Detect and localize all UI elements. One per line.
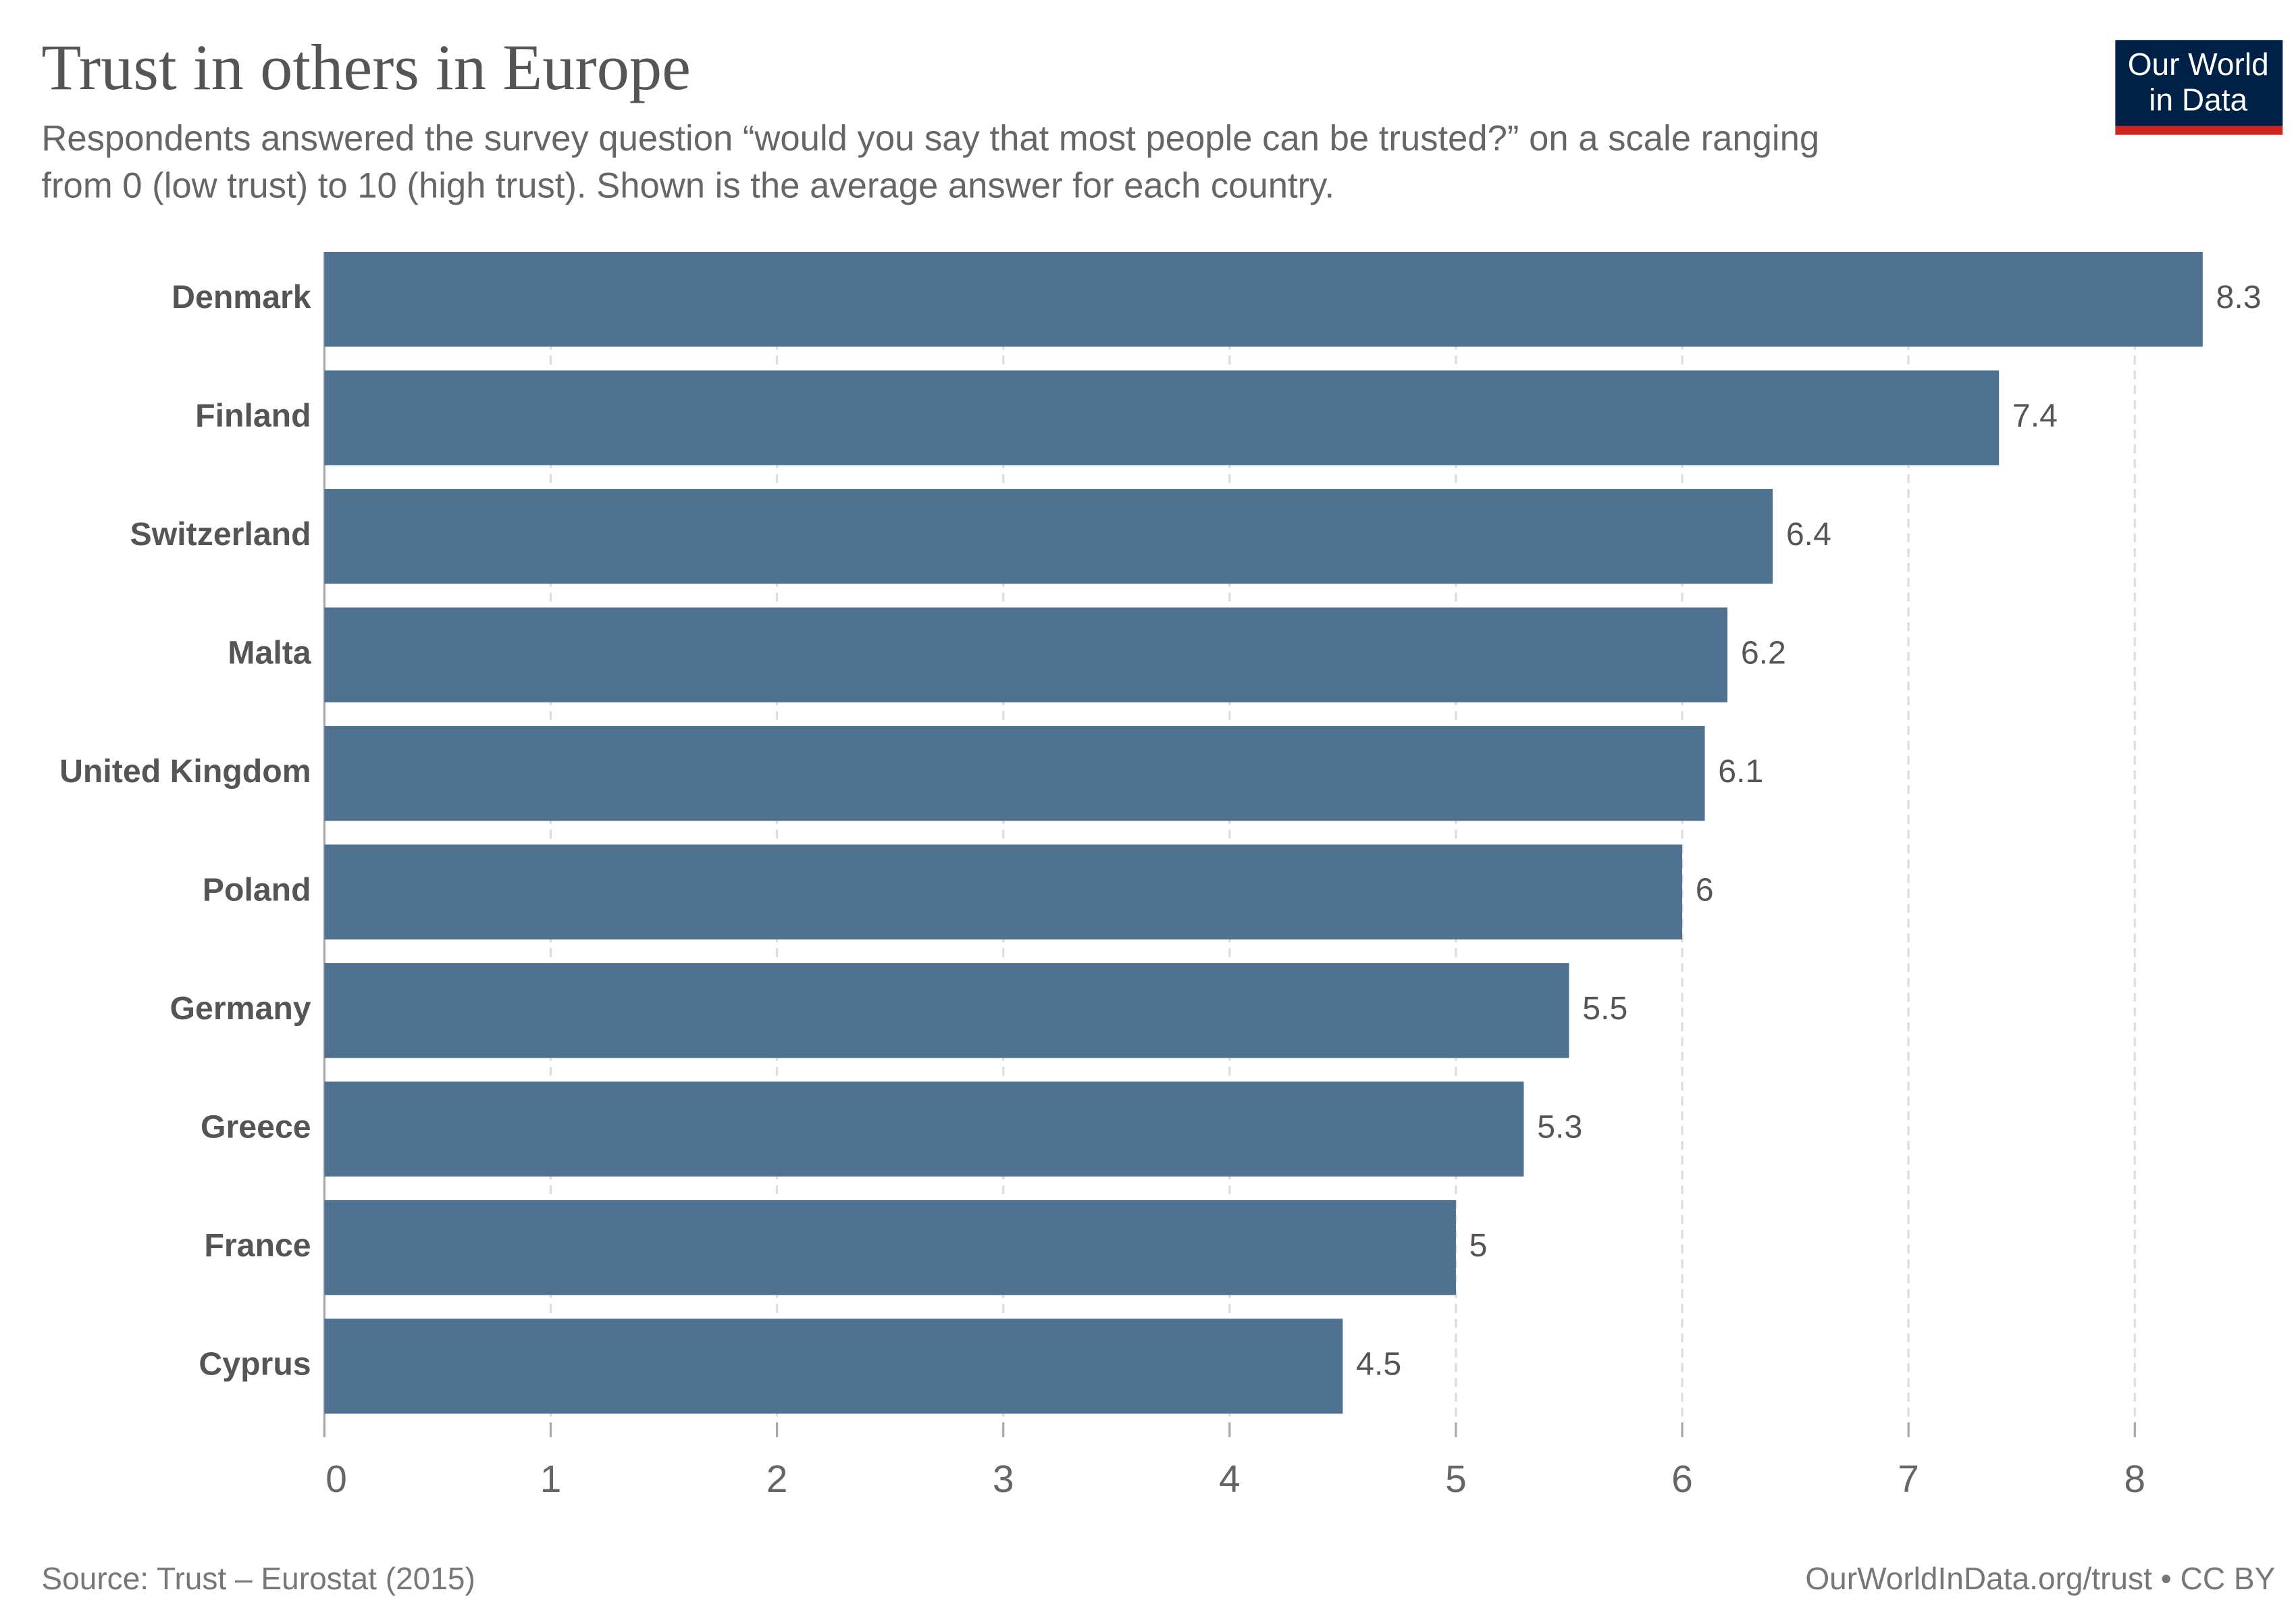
bar bbox=[324, 370, 2000, 465]
x-tick-label: 6 bbox=[1671, 1458, 1693, 1501]
value-label: 6.4 bbox=[1786, 516, 1831, 552]
logo-bar bbox=[2115, 126, 2283, 135]
value-label: 6.2 bbox=[1741, 634, 1786, 671]
logo-text: in Data bbox=[2149, 82, 2247, 118]
value-label: 6 bbox=[1696, 871, 1714, 908]
bar bbox=[324, 1318, 1343, 1414]
subtitle: from 0 (low trust) to 10 (high trust). S… bbox=[41, 166, 1334, 206]
y-tick-label: Germany bbox=[169, 990, 311, 1027]
x-tick-label: 1 bbox=[540, 1458, 562, 1501]
logo bbox=[2115, 40, 2283, 126]
x-tick-label: 7 bbox=[1898, 1458, 1919, 1501]
value-label: 6.1 bbox=[1718, 753, 1763, 790]
value-label: 5.3 bbox=[1537, 1108, 1582, 1145]
y-tick-label: Malta bbox=[228, 634, 311, 671]
bar bbox=[324, 488, 1773, 584]
x-tick-label: 3 bbox=[993, 1458, 1014, 1501]
bar bbox=[324, 844, 1683, 940]
x-tick-label: 0 bbox=[325, 1458, 347, 1501]
value-label: 7.4 bbox=[2012, 397, 2058, 434]
bar bbox=[324, 1081, 1524, 1177]
y-tick-label: United Kingdom bbox=[59, 753, 311, 790]
bar bbox=[324, 725, 1705, 821]
chart-title: Trust in others in Europe bbox=[41, 31, 691, 103]
value-label: 5.5 bbox=[1582, 990, 1627, 1027]
subtitle: Respondents answered the survey question… bbox=[41, 118, 1819, 158]
value-label: 8.3 bbox=[2216, 279, 2262, 315]
y-tick-label: Finland bbox=[195, 397, 311, 434]
bar bbox=[324, 251, 2203, 347]
bar bbox=[324, 1200, 1456, 1295]
y-tick-label: Greece bbox=[201, 1108, 311, 1145]
logo-text: Our World bbox=[2128, 47, 2269, 82]
y-tick-label: Switzerland bbox=[130, 516, 311, 552]
y-tick-label: France bbox=[204, 1227, 311, 1264]
credit: OurWorldInData.org/trust • CC BY bbox=[1805, 1561, 2275, 1596]
x-tick-label: 5 bbox=[1445, 1458, 1467, 1501]
bar bbox=[324, 607, 1728, 702]
value-label: 4.5 bbox=[1356, 1345, 1401, 1382]
source: Source: Trust – Eurostat (2015) bbox=[41, 1561, 475, 1596]
y-tick-label: Cyprus bbox=[199, 1345, 311, 1382]
y-tick-label: Denmark bbox=[172, 279, 311, 315]
x-tick-label: 4 bbox=[1219, 1458, 1241, 1501]
x-tick-label: 8 bbox=[2124, 1458, 2145, 1501]
y-tick-label: Poland bbox=[203, 871, 311, 908]
bar bbox=[324, 962, 1569, 1058]
x-tick-label: 2 bbox=[766, 1458, 788, 1501]
value-label: 5 bbox=[1469, 1227, 1488, 1264]
